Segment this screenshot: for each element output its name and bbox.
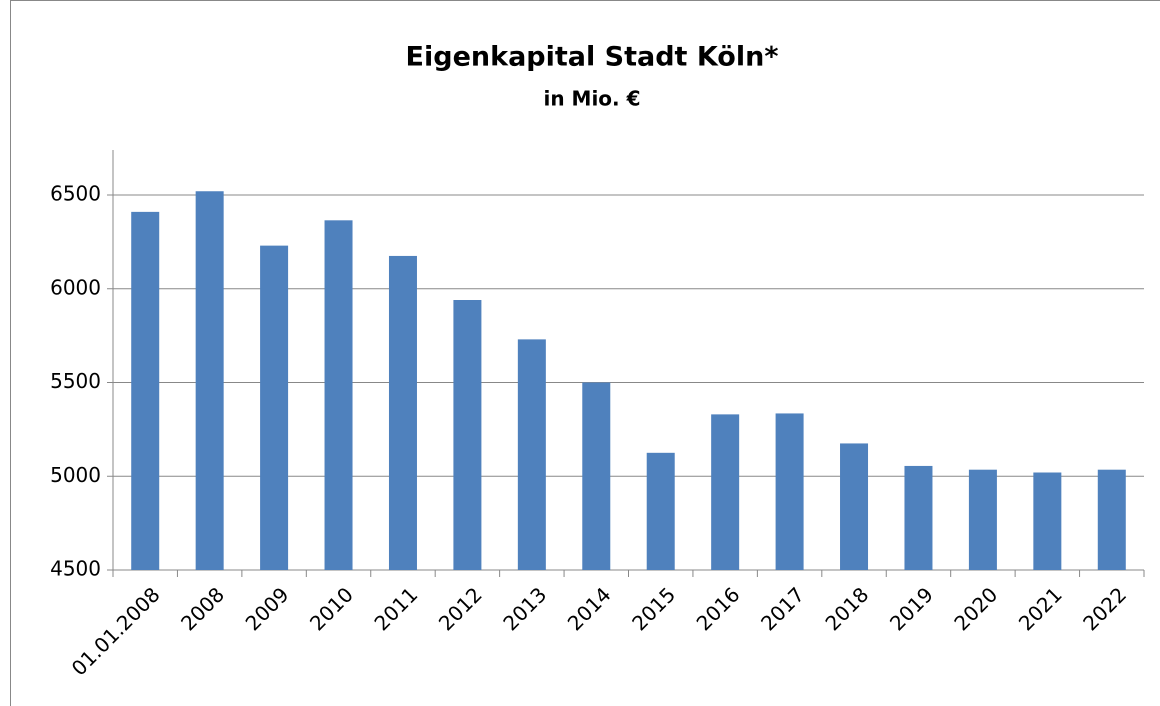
chart-title: Eigenkapital Stadt Köln* xyxy=(406,42,779,73)
x-tick-label: 2013 xyxy=(498,582,551,635)
x-tick-label: 2017 xyxy=(756,582,809,635)
bar xyxy=(131,211,160,570)
bar xyxy=(1097,469,1126,570)
bar xyxy=(324,220,353,570)
x-tick-label: 2011 xyxy=(369,582,422,635)
x-tick-label: 2022 xyxy=(1078,582,1131,635)
x-tick-label: 2009 xyxy=(241,582,294,635)
bar xyxy=(968,469,997,570)
y-tick-label: 5500 xyxy=(50,369,101,393)
bar xyxy=(711,414,740,570)
x-tick-label: 2014 xyxy=(563,582,616,635)
x-tick-label: 2018 xyxy=(820,582,873,635)
bar xyxy=(388,255,417,570)
x-tick-label: 2020 xyxy=(949,582,1002,635)
bar xyxy=(582,382,611,570)
y-tick-label: 6000 xyxy=(50,275,101,299)
chart-frame xyxy=(10,0,1160,706)
x-tick-label: 01.01.2008 xyxy=(67,582,165,680)
bar xyxy=(195,191,224,570)
x-tick-label: 2012 xyxy=(434,582,487,635)
bar xyxy=(260,245,289,570)
x-tick-label: 2021 xyxy=(1014,582,1067,635)
x-tick-label: 2016 xyxy=(692,582,745,635)
bar xyxy=(775,413,804,570)
bar xyxy=(646,452,675,570)
chart-subtitle: in Mio. € xyxy=(543,87,640,111)
bar xyxy=(904,465,933,570)
y-tick-label: 5000 xyxy=(50,463,101,487)
x-tick-label: 2010 xyxy=(305,582,358,635)
x-tick-label: 2015 xyxy=(627,582,680,635)
bar xyxy=(1033,472,1062,570)
bar xyxy=(453,300,482,570)
y-tick-label: 4500 xyxy=(50,557,101,581)
x-tick-label: 2008 xyxy=(176,582,229,635)
x-tick-label: 2019 xyxy=(885,582,938,635)
bar xyxy=(840,443,869,570)
y-tick-label: 6500 xyxy=(50,182,101,206)
bar xyxy=(517,339,546,570)
